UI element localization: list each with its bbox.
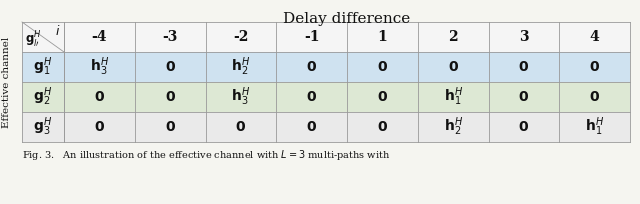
Text: $\mathbf{h}_3^{H}$: $\mathbf{h}_3^{H}$ [231,86,250,108]
Text: $\mathbf{0}$: $\mathbf{0}$ [589,90,600,104]
Text: $\mathbf{0}$: $\mathbf{0}$ [589,60,600,74]
Text: Fig. 3.   An illustration of the effective channel with $L = 3$ multi-paths with: Fig. 3. An illustration of the effective… [22,148,390,162]
Text: $\mathbf{0}$: $\mathbf{0}$ [164,60,175,74]
Text: $\mathbf{0}$: $\mathbf{0}$ [94,120,105,134]
Text: $\mathbf{0}$: $\mathbf{0}$ [94,90,105,104]
Bar [22,82,630,112]
Text: $\mathbf{h}_2^{H}$: $\mathbf{h}_2^{H}$ [444,116,463,138]
Text: $\mathbf{g}_{l\prime}^{H}$: $\mathbf{g}_{l\prime}^{H}$ [25,30,42,50]
Text: $\mathbf{0}$: $\mathbf{0}$ [306,60,317,74]
Text: $\mathbf{0}$: $\mathbf{0}$ [236,120,246,134]
Text: 3: 3 [519,30,529,44]
Text: -1: -1 [304,30,319,44]
Text: $\mathbf{h}_3^{H}$: $\mathbf{h}_3^{H}$ [90,56,109,78]
Text: $i$: $i$ [54,24,60,38]
Bar [22,112,630,142]
Text: $\mathbf{0}$: $\mathbf{0}$ [518,120,529,134]
Text: $\mathbf{0}$: $\mathbf{0}$ [377,90,388,104]
Text: $\mathbf{0}$: $\mathbf{0}$ [164,90,175,104]
Text: 4: 4 [589,30,600,44]
Bar [22,52,630,82]
Text: $\mathbf{0}$: $\mathbf{0}$ [377,120,388,134]
Text: $\mathbf{0}$: $\mathbf{0}$ [377,60,388,74]
Text: 2: 2 [448,30,458,44]
Text: $\mathbf{h}_1^{H}$: $\mathbf{h}_1^{H}$ [585,116,604,138]
Text: -2: -2 [233,30,248,44]
Text: $\mathbf{0}$: $\mathbf{0}$ [447,60,459,74]
Text: $\mathbf{h}_2^{H}$: $\mathbf{h}_2^{H}$ [231,56,250,78]
Text: 1: 1 [378,30,387,44]
Text: $\mathbf{0}$: $\mathbf{0}$ [306,90,317,104]
Text: $\mathbf{h}_1^{H}$: $\mathbf{h}_1^{H}$ [444,86,463,108]
Text: $\mathbf{0}$: $\mathbf{0}$ [518,90,529,104]
Text: $\mathbf{g}_1^{H}$: $\mathbf{g}_1^{H}$ [33,56,52,78]
Text: $\mathbf{0}$: $\mathbf{0}$ [164,120,175,134]
Text: $\mathbf{0}$: $\mathbf{0}$ [518,60,529,74]
Text: $\mathbf{0}$: $\mathbf{0}$ [306,120,317,134]
Text: Delay difference: Delay difference [284,12,411,26]
Text: -3: -3 [163,30,178,44]
Text: Effective channel: Effective channel [3,36,12,128]
Text: $\mathbf{g}_2^{H}$: $\mathbf{g}_2^{H}$ [33,86,52,108]
Text: $\mathbf{g}_3^{H}$: $\mathbf{g}_3^{H}$ [33,116,52,138]
Text: -4: -4 [92,30,107,44]
Bar [22,22,630,52]
